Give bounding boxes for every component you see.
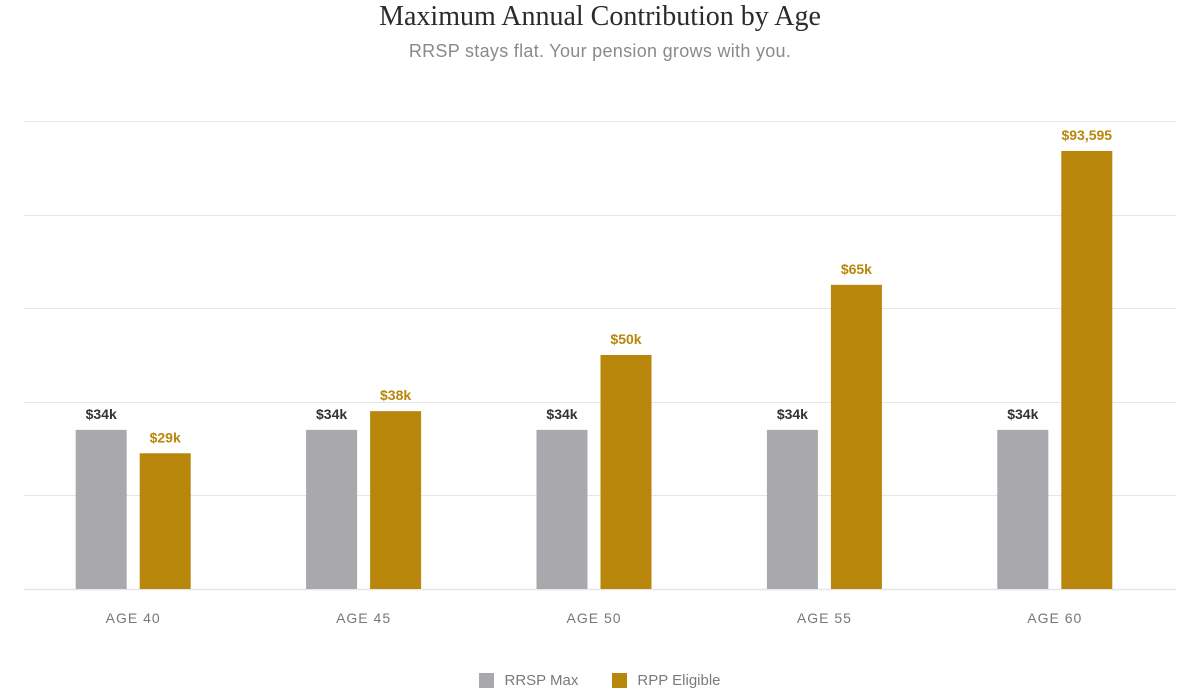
value-label-rrsp-max: $34k — [546, 406, 577, 422]
value-label-rrsp-max: $34k — [316, 406, 347, 422]
value-label-rpp-eligible: $65k — [841, 261, 872, 277]
legend-item-rrsp-max[interactable]: RRSP Max — [479, 672, 578, 689]
bar-rpp-eligible-age-40[interactable] — [139, 453, 191, 589]
value-label-rrsp-max: $34k — [86, 406, 117, 422]
bar-rrsp-max-age-40[interactable] — [75, 429, 127, 589]
value-label-rpp-eligible: $50k — [610, 331, 641, 347]
value-label-rrsp-max: $34k — [777, 406, 808, 422]
x-tick-label: AGE 45 — [336, 610, 391, 626]
value-label-rpp-eligible: $38k — [380, 387, 411, 403]
bar-rrsp-max-age-60[interactable] — [997, 429, 1049, 589]
value-labels: $34k $29k $34k $38k $34k $50k $34k $65k $34k $93,… — [86, 127, 1113, 445]
x-tick-label: AGE 55 — [797, 610, 852, 626]
bar-rpp-eligible-age-55[interactable] — [830, 284, 882, 589]
legend-label-rpp-eligible: RPP Eligible — [637, 672, 721, 689]
legend-swatch-rpp-eligible — [612, 673, 628, 688]
legend-swatch-rrsp-max — [479, 673, 495, 688]
chart-subtitle: RRSP stays flat. Your pension grows with… — [408, 41, 792, 61]
x-tick-label: AGE 50 — [566, 610, 621, 626]
chart-title: Maximum Annual Contribution by Age — [379, 1, 821, 32]
bar-rpp-eligible-age-60[interactable] — [1061, 150, 1113, 589]
x-tick-label: AGE 60 — [1027, 610, 1082, 626]
legend-label-rrsp-max: RRSP Max — [504, 672, 579, 689]
bar-rrsp-max-age-55[interactable] — [766, 429, 818, 589]
bar-rpp-eligible-age-50[interactable] — [600, 355, 652, 589]
x-axis: AGE 40 AGE 45 AGE 50 AGE 55 AGE 60 — [106, 610, 1082, 626]
bar-rrsp-max-age-50[interactable] — [536, 429, 588, 589]
legend: RRSP Max RPP Eligible — [0, 672, 1200, 689]
value-label-rpp-eligible: $93,595 — [1061, 127, 1112, 143]
legend-item-rpp-eligible[interactable]: RPP Eligible — [612, 672, 721, 689]
x-tick-label: AGE 40 — [106, 610, 161, 626]
bars — [75, 150, 1113, 589]
bar-rpp-eligible-age-45[interactable] — [370, 411, 422, 589]
grid-lines — [24, 121, 1176, 591]
bar-rrsp-max-age-45[interactable] — [306, 429, 358, 589]
value-label-rpp-eligible: $29k — [150, 429, 181, 445]
value-label-rrsp-max: $34k — [1007, 406, 1038, 422]
